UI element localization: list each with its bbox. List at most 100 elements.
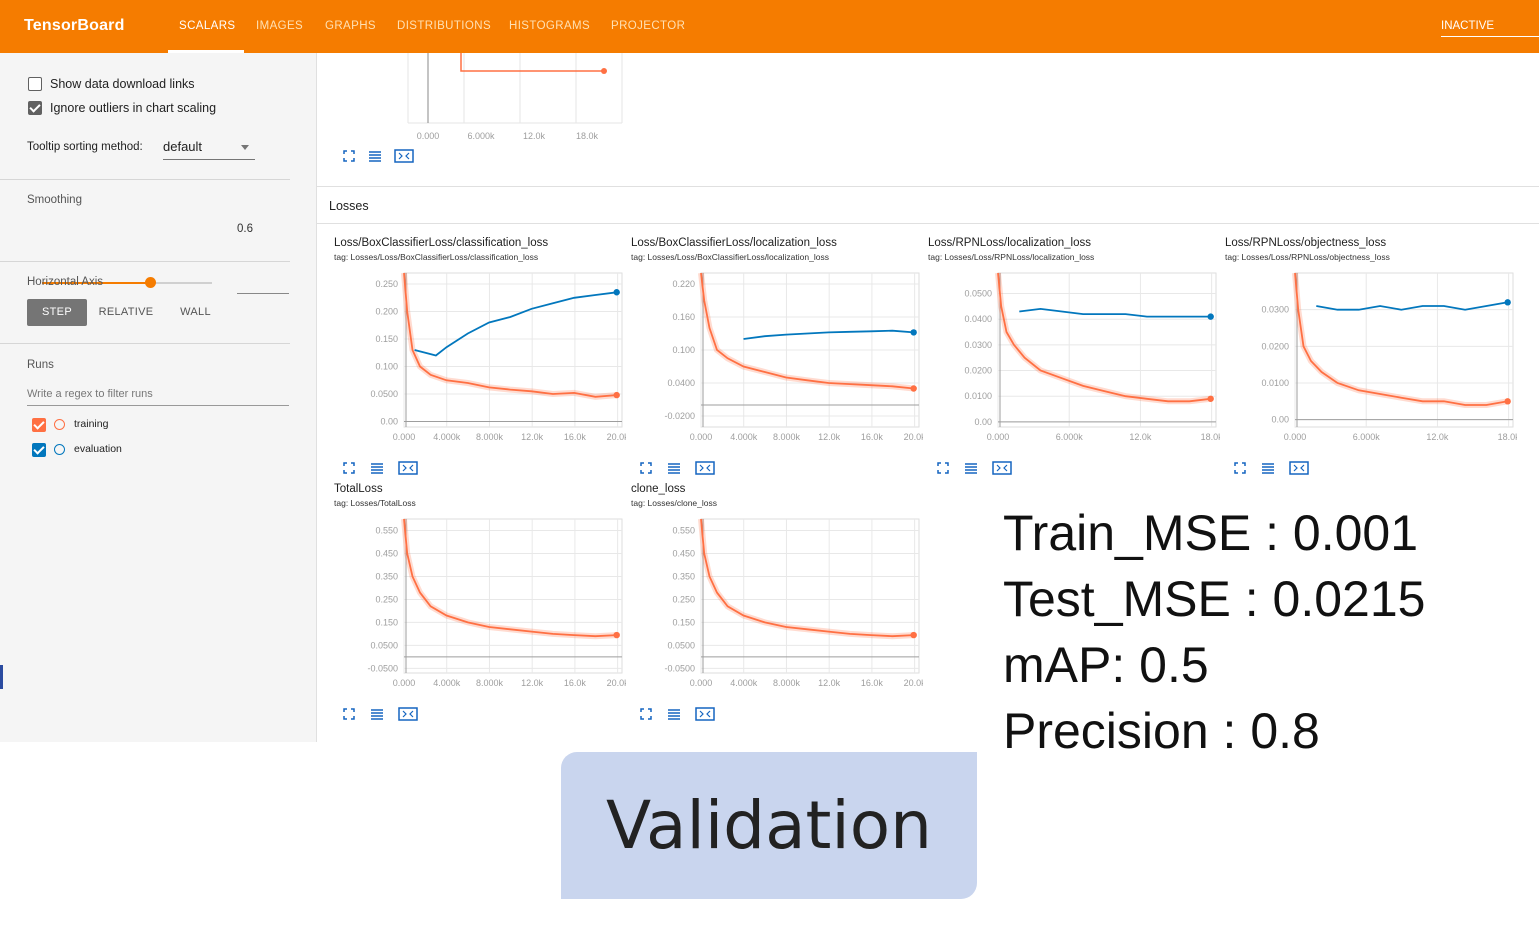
- x-tick-label: 4.000k: [433, 432, 461, 442]
- x-tick-label: 20.0k: [904, 432, 923, 442]
- tab-images[interactable]: IMAGES: [256, 20, 304, 32]
- list-icon[interactable]: [667, 461, 681, 475]
- line-chart[interactable]: 0.000 6.000k 12.0k 18.0k 0.0300 0.0200 0.0100 0…: [1225, 265, 1517, 447]
- run-training-checkbox[interactable]: [32, 418, 46, 432]
- fit-domain-icon[interactable]: [992, 461, 1012, 475]
- x-tick-label: 12.0k: [1426, 432, 1449, 442]
- x-tick-label: 16.0k: [861, 432, 884, 442]
- y-tick-label: -0.0200: [664, 411, 695, 421]
- fit-domain-icon[interactable]: [398, 707, 418, 721]
- chart-toolbar: [1233, 461, 1313, 477]
- fit-domain-icon[interactable]: [394, 149, 414, 163]
- y-tick-label: 0.100: [375, 362, 398, 372]
- series-line-evaluation: [414, 291, 617, 357]
- fullscreen-icon[interactable]: [342, 707, 356, 721]
- series-raw-band: [401, 518, 617, 640]
- run-status-dropdown[interactable]: INACTIVE: [1441, 20, 1495, 32]
- list-icon[interactable]: [1261, 461, 1275, 475]
- fullscreen-icon[interactable]: [342, 461, 356, 475]
- horizontal-axis-label: Horizontal Axis: [27, 276, 104, 288]
- y-tick-label: 0.0100: [964, 391, 992, 401]
- tab-distributions[interactable]: DISTRIBUTIONS: [397, 20, 492, 32]
- fit-domain-icon[interactable]: [695, 461, 715, 475]
- x-tick-label: 12.0k: [521, 432, 544, 442]
- list-icon[interactable]: [370, 461, 384, 475]
- ignore-outliers-label: Ignore outliers in chart scaling: [50, 101, 217, 115]
- map-text: mAP: 0.5: [1003, 637, 1209, 693]
- series-endpoint-training: [613, 631, 620, 639]
- fit-domain-icon[interactable]: [695, 707, 715, 721]
- x-tick-label: 18.0k: [576, 131, 599, 141]
- fullscreen-icon[interactable]: [342, 149, 356, 163]
- smoothing-value-input[interactable]: 0.6: [237, 223, 253, 235]
- ignore-outliers-checkbox[interactable]: [28, 101, 42, 115]
- y-tick-label: 0.350: [375, 571, 398, 581]
- series-line-evaluation: [743, 329, 914, 340]
- line-chart[interactable]: 0.000 4.000k 8.000k 12.0k 16.0k 20.0k 0.250 0.2…: [334, 265, 626, 447]
- fullscreen-icon[interactable]: [639, 707, 653, 721]
- y-tick-label: 0.0200: [1261, 341, 1289, 351]
- metrics-summary: Train_MSE : 0.001 Test_MSE : 0.0215 mAP:…: [1003, 500, 1425, 764]
- x-tick-label: 16.0k: [564, 432, 587, 442]
- sidebar-divider: [0, 179, 290, 180]
- run-evaluation-checkbox[interactable]: [32, 443, 46, 457]
- y-tick-label: 0.0400: [964, 314, 992, 324]
- fullscreen-icon[interactable]: [639, 461, 653, 475]
- line-chart[interactable]: 0.000 6.000k 12.0k 18.0k 0.0500 0.0400 0.0300 0…: [928, 265, 1220, 447]
- series-raw-band: [1292, 272, 1509, 408]
- chart-tag: tag: Losses/Loss/RPNLoss/localization_lo…: [928, 252, 1095, 262]
- list-icon[interactable]: [368, 149, 382, 163]
- tab-histograms[interactable]: HISTOGRAMS: [509, 20, 591, 32]
- y-tick-label: 0.100: [672, 345, 695, 355]
- tooltip-sorting-select[interactable]: default: [163, 137, 255, 160]
- losses-section-header[interactable]: Losses: [317, 186, 1539, 224]
- list-icon[interactable]: [964, 461, 978, 475]
- y-tick-label: -0.0500: [664, 663, 695, 673]
- smoothing-slider-handle[interactable]: [145, 277, 156, 288]
- axis-step-button[interactable]: STEP: [27, 299, 87, 326]
- fullscreen-icon[interactable]: [1233, 461, 1247, 475]
- chart-title: Loss/BoxClassifierLoss/localization_loss: [631, 237, 837, 249]
- runs-filter-input[interactable]: Write a regex to filter runs: [27, 388, 153, 400]
- fit-domain-icon[interactable]: [398, 461, 418, 475]
- y-tick-label: 0.550: [672, 525, 695, 535]
- series-line-evaluation: [1019, 307, 1211, 318]
- tab-graphs[interactable]: GRAPHS: [325, 20, 376, 32]
- plot-area: [700, 518, 920, 674]
- x-tick-label: 0.000: [690, 678, 713, 688]
- y-tick-label: 0.0400: [667, 378, 695, 388]
- x-tick-label: 16.0k: [564, 678, 587, 688]
- axis-relative-button[interactable]: RELATIVE: [98, 306, 154, 318]
- axis-wall-button[interactable]: WALL: [180, 306, 211, 318]
- fit-domain-icon[interactable]: [1289, 461, 1309, 475]
- line-chart[interactable]: 0.000 4.000k 8.000k 12.0k 16.0k 20.0k 0.550 0.4…: [334, 511, 626, 693]
- partial-chart-above: 0.000 6.000k 12.0k 18.0k: [407, 53, 623, 141]
- runs-filter-underline: [27, 405, 289, 406]
- chart-tag: tag: Losses/TotalLoss: [334, 498, 416, 508]
- series-line-training: [403, 518, 617, 638]
- chart-title: Loss/RPNLoss/objectness_loss: [1225, 237, 1387, 249]
- fullscreen-icon[interactable]: [936, 461, 950, 475]
- y-tick-label: 0.00: [974, 417, 992, 427]
- list-icon[interactable]: [667, 707, 681, 721]
- line-chart[interactable]: 0.000 4.000k 8.000k 12.0k 16.0k 20.0k 0.220 0.1…: [631, 265, 923, 447]
- tab-projector[interactable]: PROJECTOR: [611, 20, 686, 32]
- chart-card-rpn-localization-loss: Loss/RPNLoss/localization_loss tag: Losse…: [928, 237, 1220, 475]
- show-download-links-checkbox[interactable]: [28, 77, 42, 91]
- tab-scalars[interactable]: SCALARS: [179, 20, 236, 32]
- active-tab-indicator: [168, 50, 244, 53]
- chart-title: Loss/BoxClassifierLoss/classification_lo…: [334, 237, 549, 249]
- x-tick-label: 0.000: [393, 432, 416, 442]
- tooltip-sorting-value: default: [163, 139, 203, 154]
- series-raw-band: [995, 272, 1212, 405]
- list-icon[interactable]: [370, 707, 384, 721]
- y-tick-label: 0.0300: [964, 340, 992, 350]
- line-chart[interactable]: 0.000 4.000k 8.000k 12.0k 16.0k 20.0k 0.550 0.4…: [631, 511, 923, 693]
- y-tick-label: 0.200: [375, 307, 398, 317]
- chart-tag: tag: Losses/Loss/RPNLoss/objectness_loss: [1225, 252, 1390, 262]
- series-endpoint-evaluation: [613, 289, 620, 296]
- y-tick-label: 0.0500: [370, 389, 398, 399]
- smoothing-value-underline: [237, 293, 289, 294]
- x-tick-label: 8.000k: [773, 432, 801, 442]
- validation-label-box: Validation: [561, 752, 977, 899]
